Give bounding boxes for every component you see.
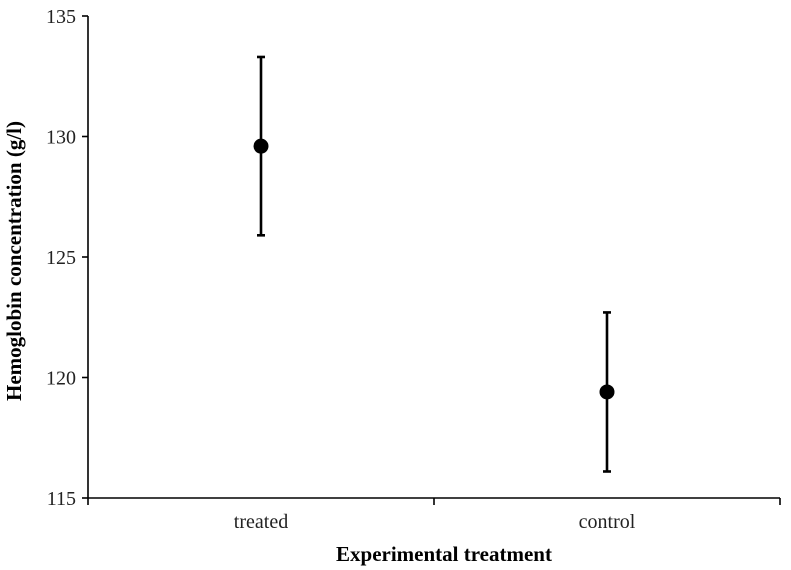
y-tick-label: 120 [46,368,76,390]
x-axis-title: Experimental treatment [336,542,552,566]
y-tick-label: 130 [46,127,76,149]
y-tick-label: 125 [46,247,76,269]
x-tick-label: control [579,511,636,533]
data-marks [253,55,615,473]
y-tick-label: 135 [46,6,76,28]
data-point [253,138,269,154]
y-axis: 115 120 125 130 135 [46,6,89,510]
y-axis-title: Hemoglobin concentration (g/l) [2,121,26,401]
x-axis: treated control [87,497,781,533]
x-tick-label: treated [234,511,288,533]
y-tick-label: 115 [47,488,76,510]
data-point [599,384,615,400]
